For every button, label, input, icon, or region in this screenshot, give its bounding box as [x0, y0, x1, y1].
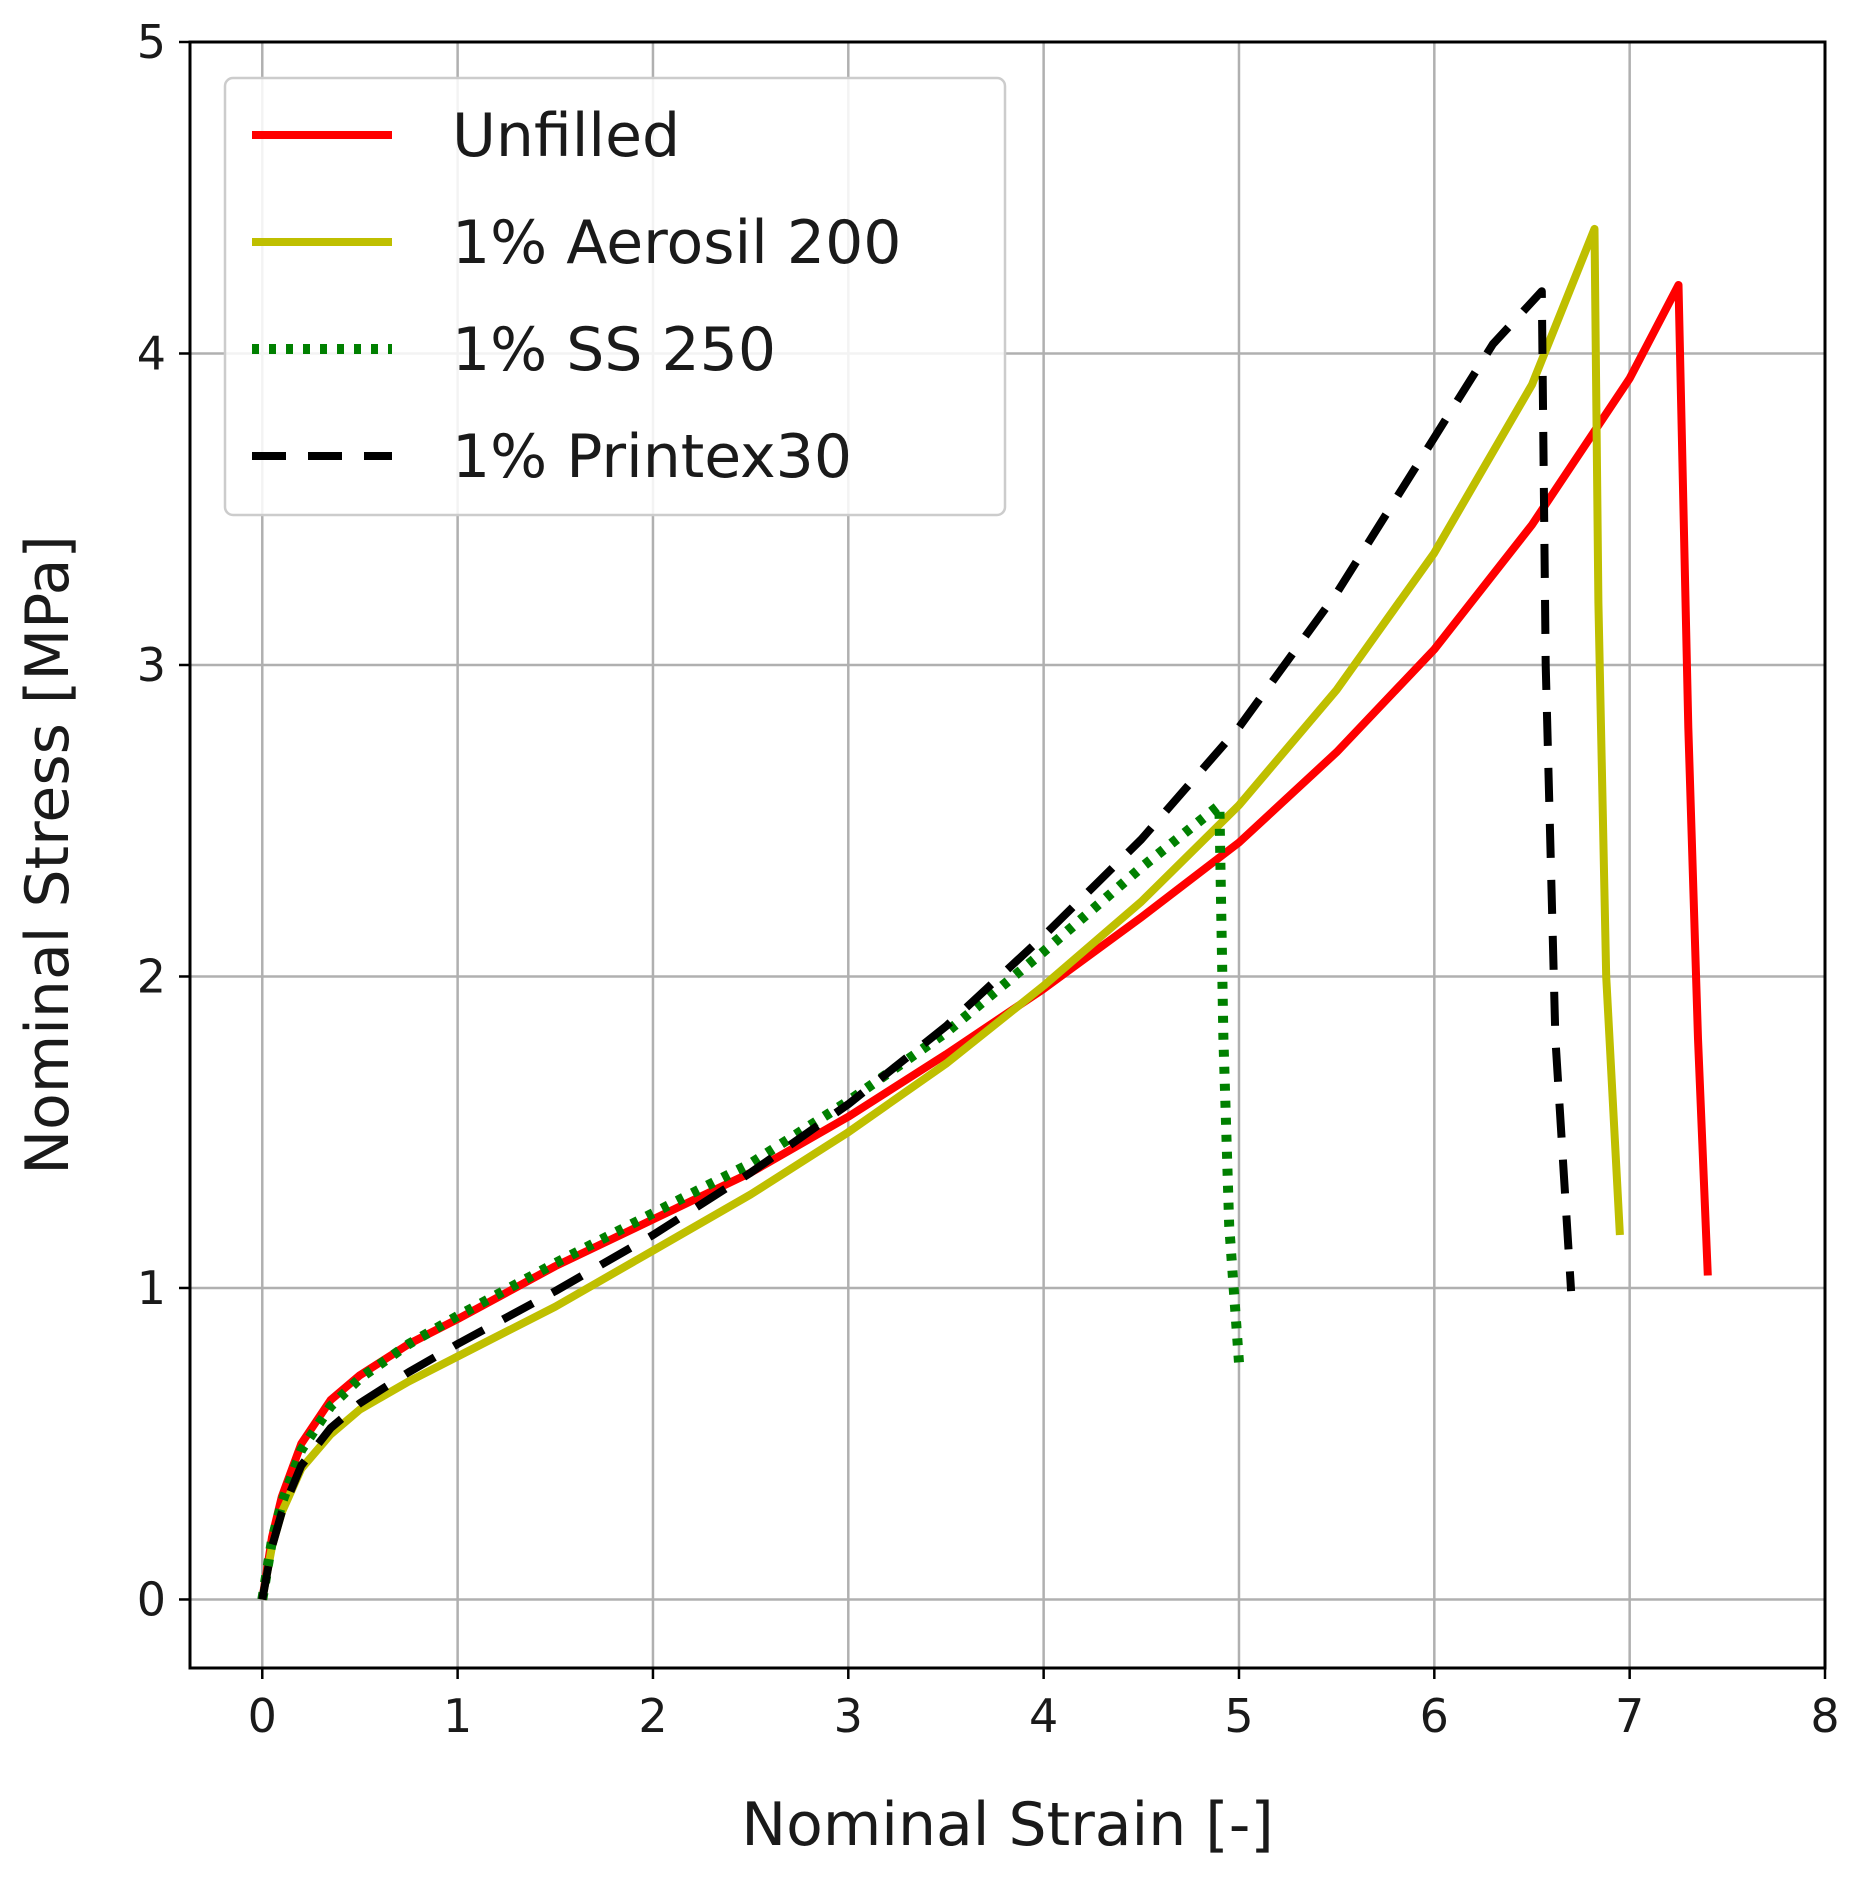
y-tick-label: 4	[137, 326, 166, 380]
series-line-1-printex30	[258, 287, 1576, 1601]
x-tick-label: 8	[1810, 1689, 1839, 1743]
legend-label: Unfilled	[452, 101, 680, 171]
legend-entries: Unfilled 1% Aerosil 200 1% SS 250 1% Printe…	[252, 101, 901, 492]
x-tick-label: 7	[1615, 1689, 1644, 1743]
x-tick-label: 4	[1029, 1689, 1058, 1743]
ticks: 0 1 2 3 4 5 6 7 8 0 1 2 3 4 5	[137, 15, 1840, 1743]
x-tick-label: 0	[248, 1689, 277, 1743]
y-tick-label: 1	[137, 1261, 166, 1315]
series-line-1-ss-250	[257, 800, 1244, 1601]
x-tick-label: 3	[834, 1689, 863, 1743]
legend-label: 1% Printex30	[452, 422, 852, 492]
x-tick-label: 2	[638, 1689, 667, 1743]
legend: Unfilled 1% Aerosil 200 1% SS 250 1% Printe…	[223, 76, 1007, 517]
legend-label: 1% Aerosil 200	[452, 208, 901, 278]
x-tick-label: 1	[443, 1689, 472, 1743]
series-line-1-aerosil-200	[258, 224, 1624, 1601]
y-tick-label: 3	[137, 638, 166, 692]
y-tick-label: 0	[137, 1572, 166, 1626]
x-tick-label: 6	[1420, 1689, 1449, 1743]
x-tick-label: 5	[1224, 1689, 1253, 1743]
x-axis-title: Nominal Strain [-]	[741, 1790, 1274, 1860]
y-tick-label: 2	[137, 949, 166, 1003]
y-axis-title: Nominal Stress [MPa]	[13, 535, 83, 1175]
plot-frame	[188, 40, 1827, 1670]
y-tick-label: 5	[137, 15, 166, 69]
series-lines	[257, 224, 1712, 1601]
legend-label: 1% SS 250	[452, 315, 776, 385]
legend-box	[223, 76, 1007, 517]
